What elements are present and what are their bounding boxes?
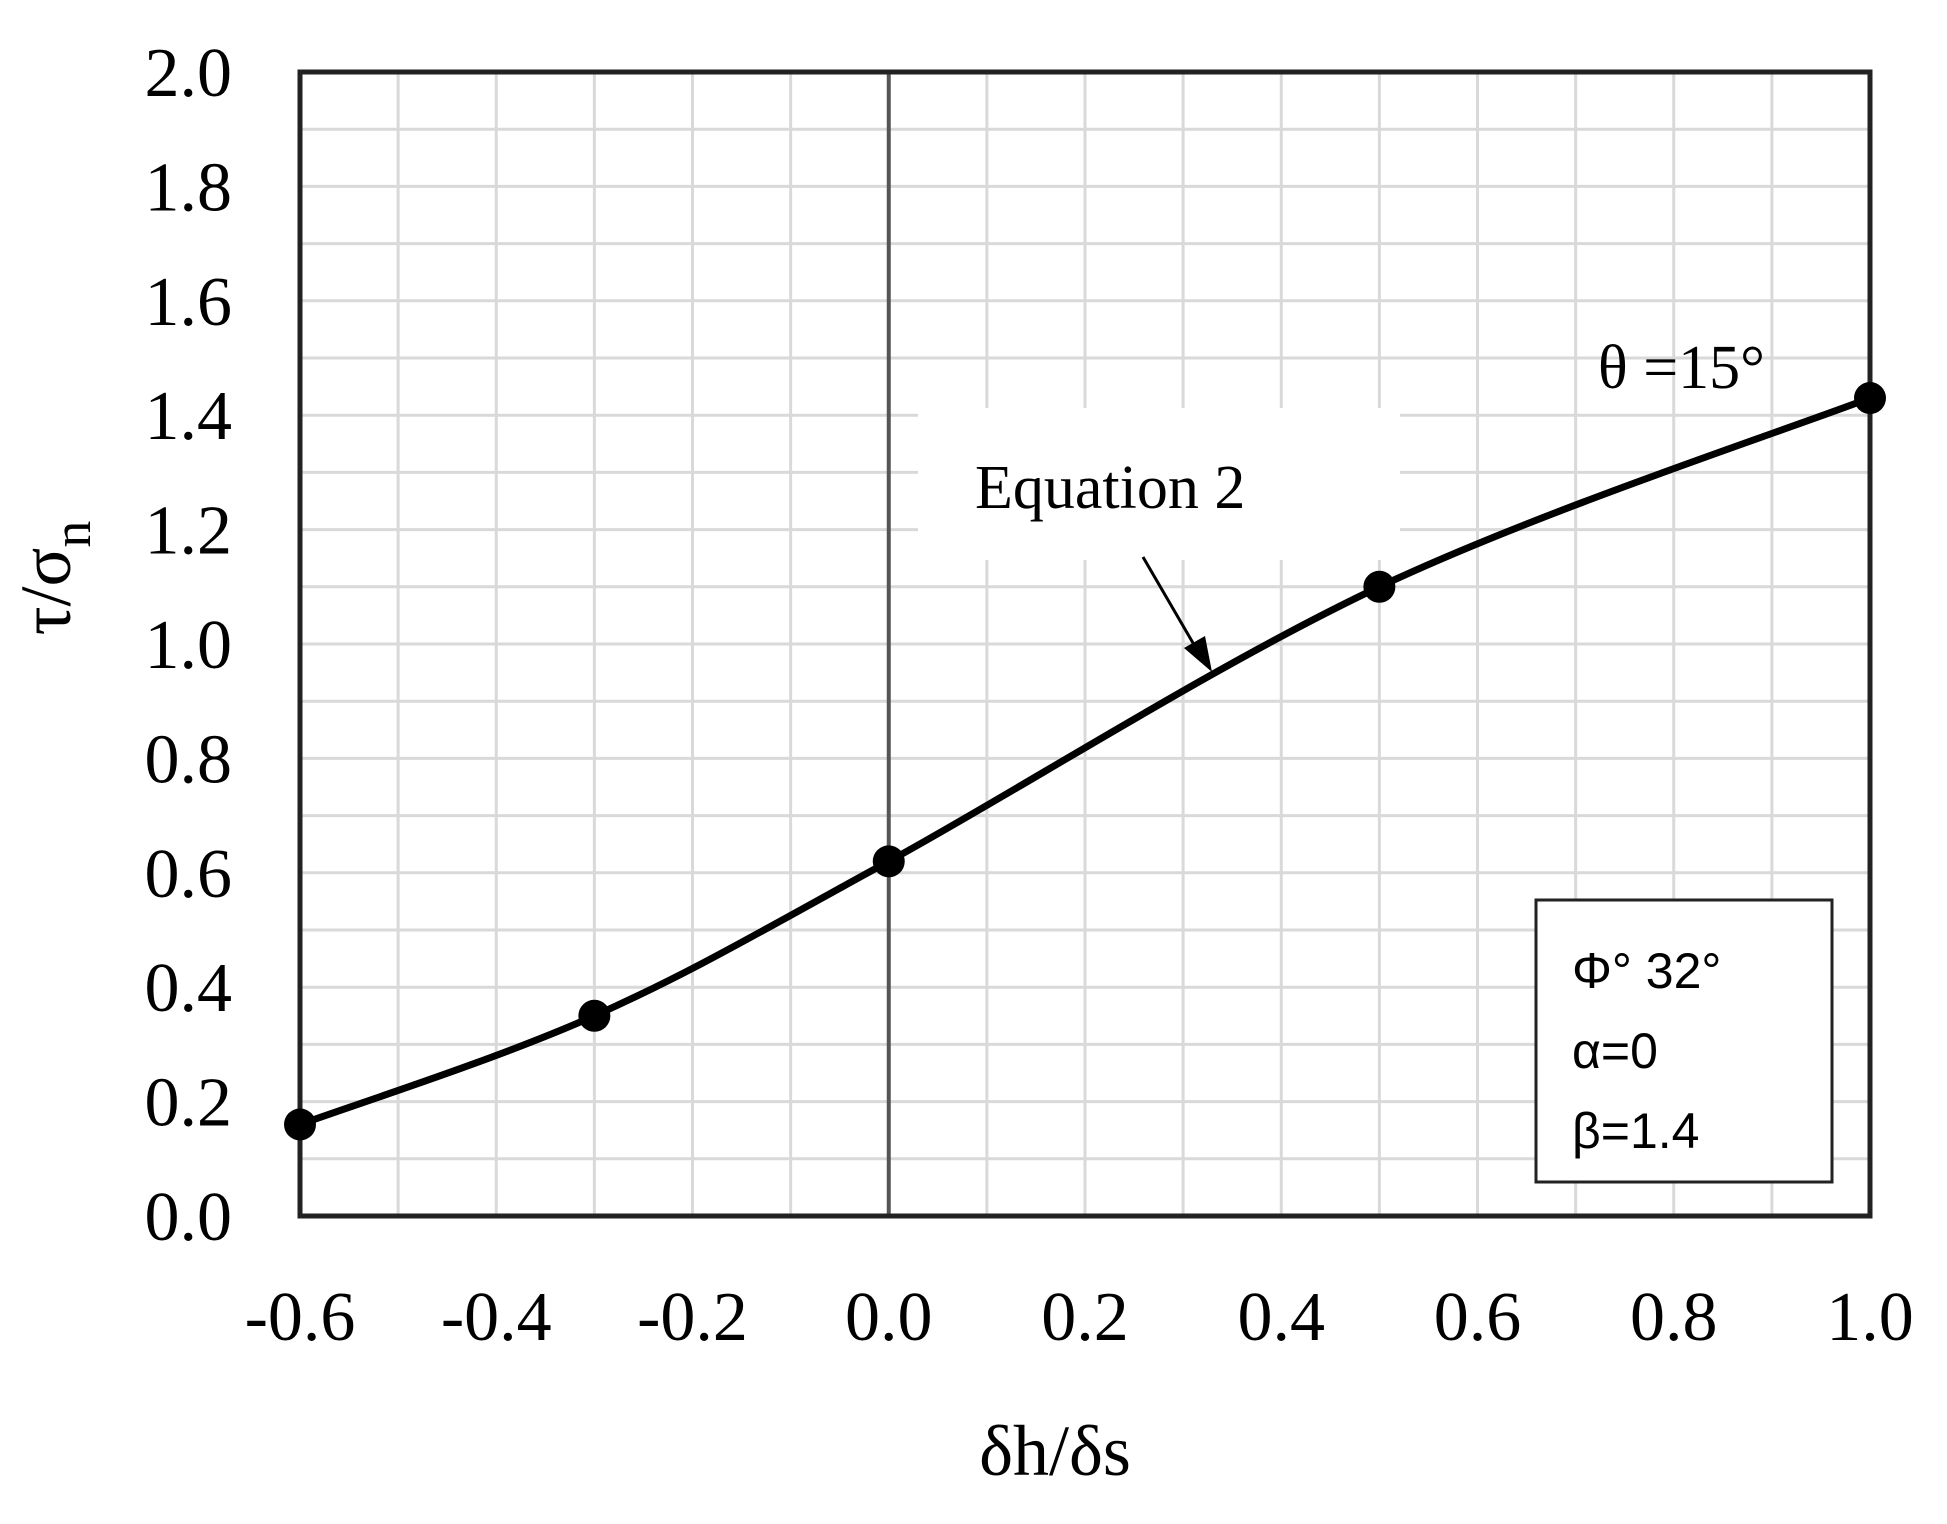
data-point xyxy=(1363,570,1396,603)
theta-label: θ =15° xyxy=(1598,334,1765,402)
curve-label-arrowhead xyxy=(1184,636,1212,672)
x-tick-label: 1.0 xyxy=(1826,1279,1914,1356)
y-tick-label: 1.8 xyxy=(145,149,233,226)
series-line xyxy=(296,394,1874,1128)
plot-frame xyxy=(297,69,1873,1219)
param-phi: Φ° 32° xyxy=(1572,943,1721,999)
y-tick-label: 0.2 xyxy=(145,1065,233,1142)
y-tick-label: 1.4 xyxy=(145,378,233,455)
y-tick-label: 0.6 xyxy=(145,836,233,913)
data-point xyxy=(284,1108,316,1141)
param-alpha: α=0 xyxy=(1572,1023,1658,1079)
y-tick-label: 1.0 xyxy=(145,607,233,684)
data-points xyxy=(284,382,1886,1141)
data-point xyxy=(1854,382,1886,415)
x-tick-label: 0.6 xyxy=(1434,1279,1522,1356)
x-tick-labels: -0.6 -0.4 -0.2 0.0 0.2 0.4 0.6 0.8 1.0 xyxy=(245,1279,1914,1356)
x-axis-label: δh/δs xyxy=(979,1411,1131,1491)
y-tick-label: 0.0 xyxy=(145,1179,233,1256)
x-tick-label: 0.4 xyxy=(1238,1279,1326,1356)
x-tick-label: -0.4 xyxy=(441,1279,552,1356)
curve-label-arrow xyxy=(1141,556,1202,656)
y-tick-label: 2.0 xyxy=(145,35,233,112)
x-tick-label: -0.6 xyxy=(245,1279,356,1356)
data-point xyxy=(872,845,905,878)
y-axis-label-text: τ/σn xyxy=(6,521,102,636)
y-tick-label: 0.8 xyxy=(145,721,233,798)
x-tick-label: 0.0 xyxy=(845,1279,933,1356)
data-point xyxy=(578,999,611,1032)
curve-label-background xyxy=(918,408,1400,560)
y-tick-label: 0.4 xyxy=(145,950,233,1027)
parameter-box xyxy=(1534,898,1834,1184)
y-tick-label: 1.6 xyxy=(145,264,233,341)
x-tick-label: 0.2 xyxy=(1041,1279,1129,1356)
y-axis-label: τ/σn xyxy=(6,521,102,636)
y-tick-labels: 0.0 0.2 0.4 0.6 0.8 1.0 1.2 1.4 1.6 1.8 2.0 xyxy=(145,35,233,1256)
x-tick-label: 0.8 xyxy=(1630,1279,1718,1356)
x-tick-label: -0.2 xyxy=(637,1279,748,1356)
y-axis-label-main: τ/σ xyxy=(6,548,86,636)
y-axis-label-sub: n xyxy=(42,521,102,548)
y-tick-label: 1.2 xyxy=(145,493,233,570)
curve-label: Equation 2 xyxy=(975,454,1245,522)
param-beta: β=1.4 xyxy=(1572,1103,1699,1159)
